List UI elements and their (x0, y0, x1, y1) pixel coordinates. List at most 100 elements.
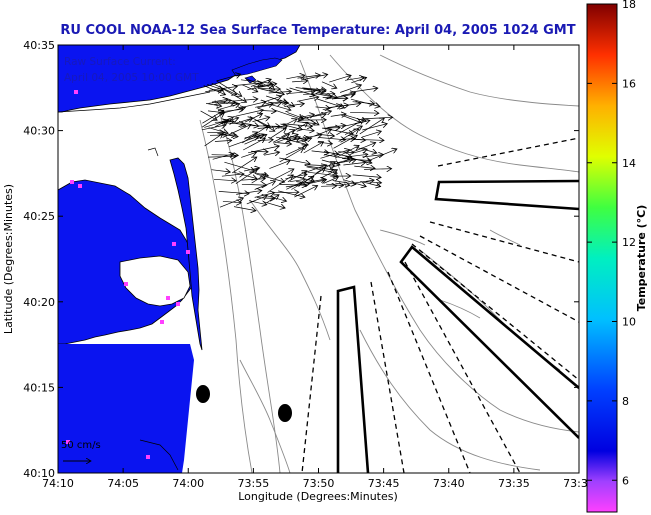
current-vector (216, 74, 240, 82)
current-vector (330, 114, 346, 116)
current-vector (208, 156, 236, 157)
x-tick-label: 73:45 (368, 477, 400, 490)
surface-current-vectors (200, 74, 397, 211)
current-vector (241, 152, 256, 158)
y-tick-label: 40:15 (23, 381, 55, 394)
current-vector (262, 111, 276, 112)
current-vector (350, 98, 380, 106)
current-vector (317, 98, 344, 108)
current-vector (248, 146, 279, 154)
current-label-line2: April 04, 2005 10:00 GMT (64, 72, 199, 84)
current-vector (269, 160, 290, 169)
current-vector (270, 102, 288, 103)
current-vector (241, 184, 267, 185)
scale-label: 50 cm/s (61, 440, 101, 451)
x-tick-label: 74:10 (42, 477, 74, 490)
current-vector (278, 190, 305, 197)
current-vector (242, 125, 268, 144)
current-vector (285, 145, 307, 156)
current-vector (218, 191, 249, 193)
current-vector (315, 107, 330, 108)
current-vector (204, 120, 227, 128)
current-vector (211, 170, 231, 172)
current-vector (214, 140, 232, 141)
current-vector (336, 159, 353, 164)
current-vector (276, 137, 291, 140)
current-vector (233, 206, 256, 211)
current-vector (260, 88, 285, 95)
y-axis: 40:35 40:30 40:25 40:20 40:15 40:10 (23, 39, 579, 480)
current-vector (233, 171, 257, 179)
x-tick-label: 73:40 (433, 477, 465, 490)
land-new-jersey-south (58, 344, 194, 473)
current-vector (214, 122, 234, 123)
colorbar-tick-label: 14 (622, 157, 636, 170)
current-vector (304, 165, 335, 167)
current-vector (352, 143, 376, 153)
current-vector (257, 102, 282, 109)
y-axis-label: Latitude (Degrees:Minutes) (2, 184, 15, 334)
current-vector (364, 169, 392, 170)
current-vector (214, 102, 235, 104)
bathymetry-contours (199, 54, 579, 473)
current-vector (244, 132, 257, 140)
current-vector (332, 180, 356, 185)
current-vector (249, 116, 275, 131)
x-tick-label: 74:05 (107, 477, 139, 490)
colorbar-ticks: 18 16 14 12 10 8 6 (587, 0, 636, 487)
buoy-marker-2 (278, 404, 292, 422)
current-vector (232, 157, 257, 174)
current-vector (352, 88, 377, 93)
current-vector (241, 84, 258, 92)
y-tick-label: 40:25 (23, 210, 55, 223)
x-tick-label: 73:50 (303, 477, 335, 490)
current-vector (216, 80, 242, 96)
current-vector (294, 186, 317, 198)
current-vector (272, 134, 290, 143)
current-vector (204, 133, 223, 147)
current-vector (246, 196, 267, 205)
current-vector (273, 169, 294, 180)
current-vector (289, 179, 306, 181)
current-vector (201, 125, 226, 131)
current-vector (318, 138, 346, 140)
current-label-line1: Raw Surface Current: (64, 56, 176, 68)
current-vector (228, 136, 259, 148)
current-vector (286, 75, 305, 79)
sector-boxes (336, 179, 579, 473)
current-vector (273, 109, 303, 120)
current-vector (286, 91, 315, 94)
current-vector (201, 113, 224, 128)
current-vector (255, 104, 273, 108)
current-vector (317, 142, 333, 144)
current-vector (359, 118, 385, 135)
current-vector (325, 94, 355, 100)
y-tick-label: 40:35 (23, 39, 55, 52)
colorbar-tick-label: 16 (622, 77, 636, 90)
colorbar-label: Temperature (°C) (635, 205, 648, 312)
current-vector (286, 182, 302, 190)
current-vector (248, 200, 267, 205)
y-tick-label: 40:20 (23, 296, 55, 309)
current-vector (285, 138, 308, 145)
current-vector (321, 170, 337, 179)
current-vector (352, 149, 367, 154)
current-vector (279, 148, 304, 163)
chart-title: RU COOL NOAA-12 Sea Surface Temperature:… (60, 23, 575, 38)
current-vector (292, 81, 308, 82)
current-vector (303, 165, 327, 174)
current-vector (341, 114, 361, 122)
colorbar-tick-label: 18 (622, 0, 636, 11)
current-vector (241, 179, 265, 181)
current-vector (321, 186, 337, 187)
sector-dashed-lines (301, 137, 579, 473)
current-vector (235, 110, 264, 117)
island-ne-1 (231, 57, 283, 77)
current-vector (267, 175, 294, 193)
current-vector (321, 128, 340, 129)
current-vector (211, 99, 228, 102)
colorbar-tick-label: 10 (622, 316, 636, 329)
current-vector (354, 166, 375, 168)
current-vector (280, 123, 303, 130)
